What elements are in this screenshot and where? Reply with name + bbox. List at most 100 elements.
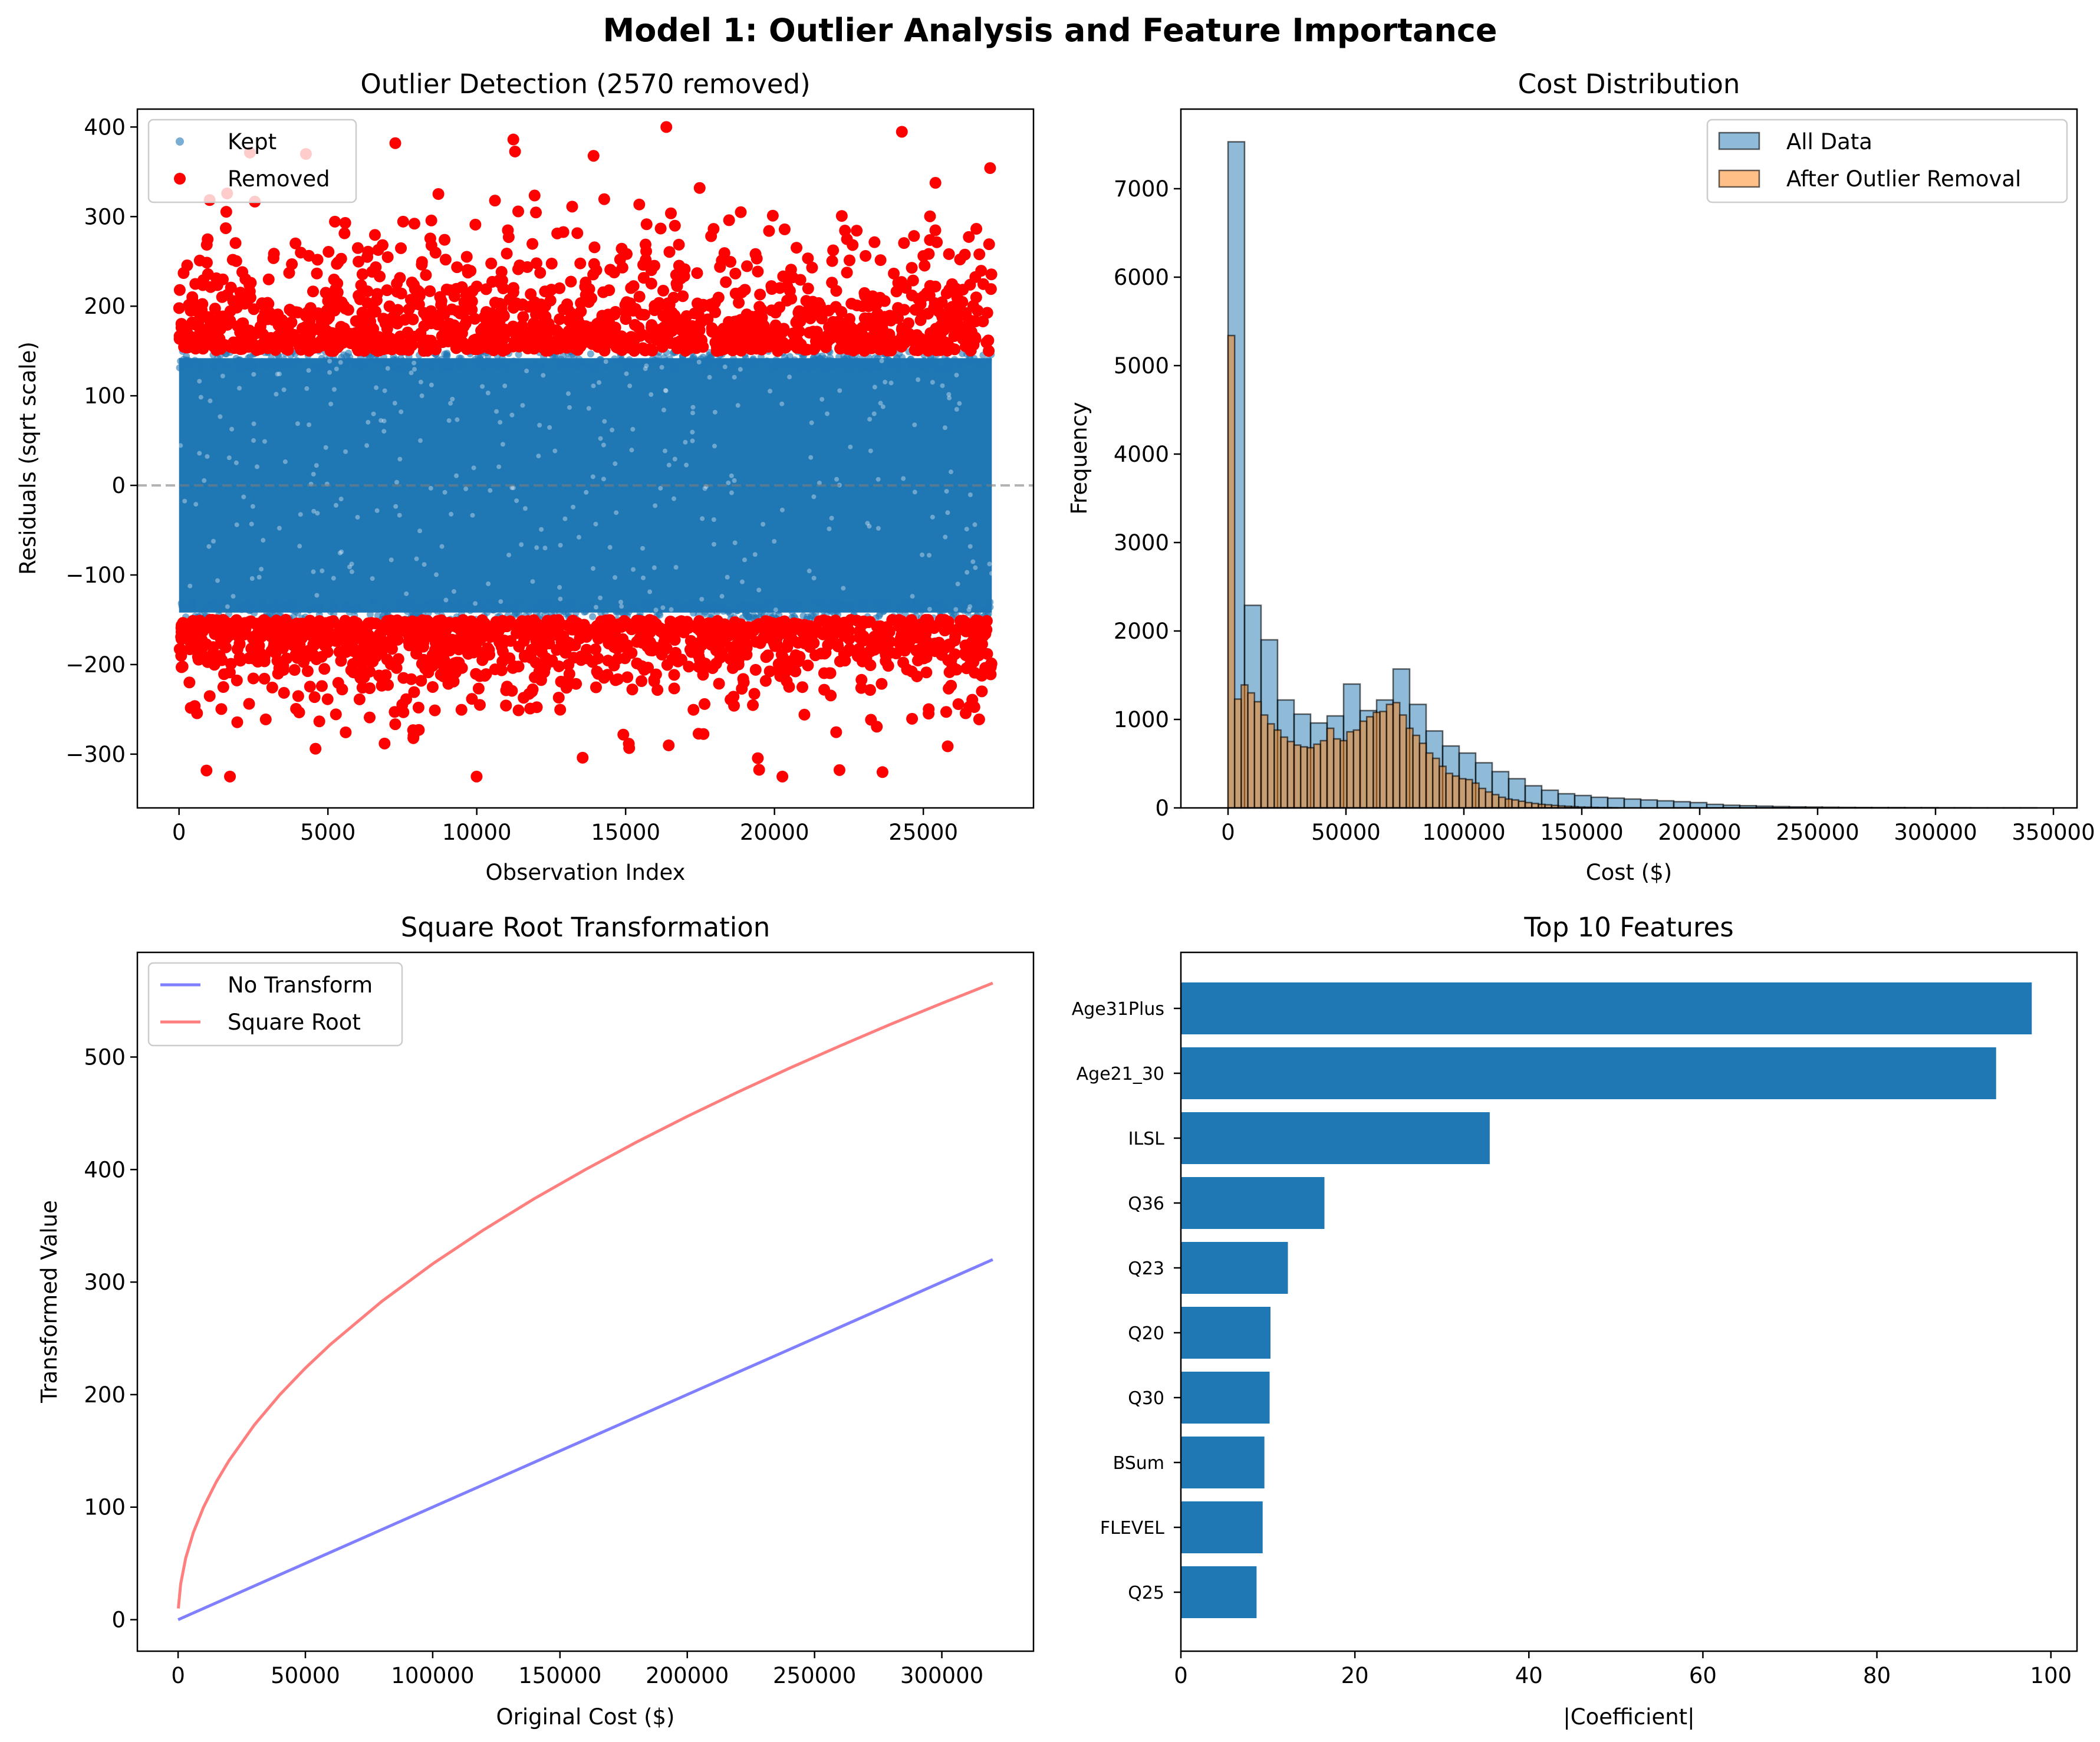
kept-point	[826, 354, 834, 361]
removed-point	[448, 319, 460, 331]
removed-point	[776, 627, 788, 639]
removed-point	[713, 678, 725, 690]
removed-point	[364, 711, 376, 724]
kept-point	[498, 354, 506, 362]
kept-point-gap	[210, 538, 216, 544]
all-data-bar	[1640, 799, 1658, 809]
removed-point	[907, 274, 919, 287]
removed-point	[985, 268, 998, 281]
kept-point-gap	[259, 567, 264, 572]
removed-point	[226, 254, 239, 266]
kept-point-gap	[338, 360, 343, 365]
kept-point	[672, 604, 679, 612]
removed-point	[959, 707, 972, 719]
top-features-x-tick-label: 0	[1174, 1663, 1188, 1688]
kept-point	[557, 603, 565, 611]
kept-point-gap	[591, 383, 596, 389]
removed-point	[217, 681, 229, 693]
kept-point-gap	[414, 556, 419, 561]
kept-point-gap	[912, 489, 917, 495]
kept-point-gap	[768, 389, 773, 394]
kept-point-gap	[584, 489, 589, 495]
removed-point	[248, 303, 260, 315]
kept-point-gap	[277, 372, 282, 377]
removed-point	[818, 683, 831, 696]
sqrt-transform-lines	[177, 981, 993, 1621]
removed-point	[526, 685, 538, 698]
removed-point	[231, 716, 243, 728]
removed-point	[395, 242, 407, 254]
removed-point	[221, 318, 233, 331]
kept-point	[796, 357, 804, 365]
sqrt-transform-y-tick-label: 100	[84, 1495, 126, 1520]
kept-point-gap	[649, 392, 654, 397]
kept-point	[844, 356, 852, 364]
removed-point	[530, 206, 542, 219]
removed-point	[952, 698, 965, 711]
removed-point	[451, 261, 463, 274]
kept-point-gap	[809, 420, 814, 425]
removed-point	[885, 646, 897, 659]
removed-point	[876, 766, 888, 778]
removed-point	[940, 706, 952, 718]
removed-point	[262, 298, 275, 310]
kept-point-gap	[355, 515, 360, 520]
removed-point	[353, 693, 366, 705]
sqrt-transform-x-tick-label: 50000	[271, 1663, 340, 1688]
removed-point	[204, 324, 216, 336]
removed-point	[258, 651, 271, 663]
kept-point	[626, 356, 633, 364]
removed-point	[234, 655, 246, 667]
kept-point	[280, 356, 288, 363]
removed-point	[251, 344, 263, 356]
kept-point	[259, 359, 267, 367]
kept-point-gap	[249, 521, 254, 527]
kept-point-gap	[314, 463, 319, 468]
removed-point	[551, 227, 564, 239]
kept-point	[886, 362, 893, 370]
removed-point	[377, 619, 390, 632]
kept-point-gap	[565, 391, 571, 396]
removed-point	[896, 126, 908, 138]
kept-point-gap	[647, 589, 653, 594]
removed-point	[746, 318, 759, 330]
after-removal-bar	[1227, 334, 1236, 809]
removed-point	[864, 684, 876, 696]
removed-point	[890, 285, 903, 298]
removed-point	[773, 301, 786, 314]
removed-point	[635, 632, 647, 644]
kept-point	[912, 607, 920, 614]
removed-point	[480, 668, 492, 681]
kept-point	[291, 360, 299, 367]
kept-point-gap	[256, 574, 262, 580]
kept-point	[396, 364, 404, 372]
removed-point	[287, 334, 299, 347]
removed-point	[735, 206, 747, 218]
removed-point	[391, 277, 403, 290]
removed-point	[469, 313, 481, 325]
removed-point	[618, 614, 630, 627]
after-removal-bar	[1293, 744, 1302, 809]
kept-point-gap	[735, 403, 740, 408]
feature-label: Age31Plus	[1072, 999, 1164, 1020]
cost-legend-box	[1706, 119, 2068, 203]
kept-point	[515, 599, 523, 607]
removed-point	[465, 265, 477, 277]
removed-point	[322, 311, 335, 324]
top-features-x-label: |Coefficient|	[1563, 1704, 1694, 1730]
removed-point	[480, 283, 492, 295]
removed-point	[980, 623, 993, 636]
removed-point	[507, 320, 519, 333]
kept-point	[414, 602, 422, 610]
kept-point-gap	[250, 504, 255, 509]
removed-point	[794, 274, 807, 286]
kept-point	[289, 606, 297, 614]
all-data-bar	[1689, 801, 1708, 809]
removed-point	[723, 214, 735, 226]
removed-point	[748, 688, 761, 700]
removed-point	[868, 630, 881, 643]
after-removal-bar	[1313, 743, 1322, 809]
removed-point	[697, 298, 709, 311]
removed-point	[673, 259, 685, 272]
removed-point	[597, 286, 610, 298]
